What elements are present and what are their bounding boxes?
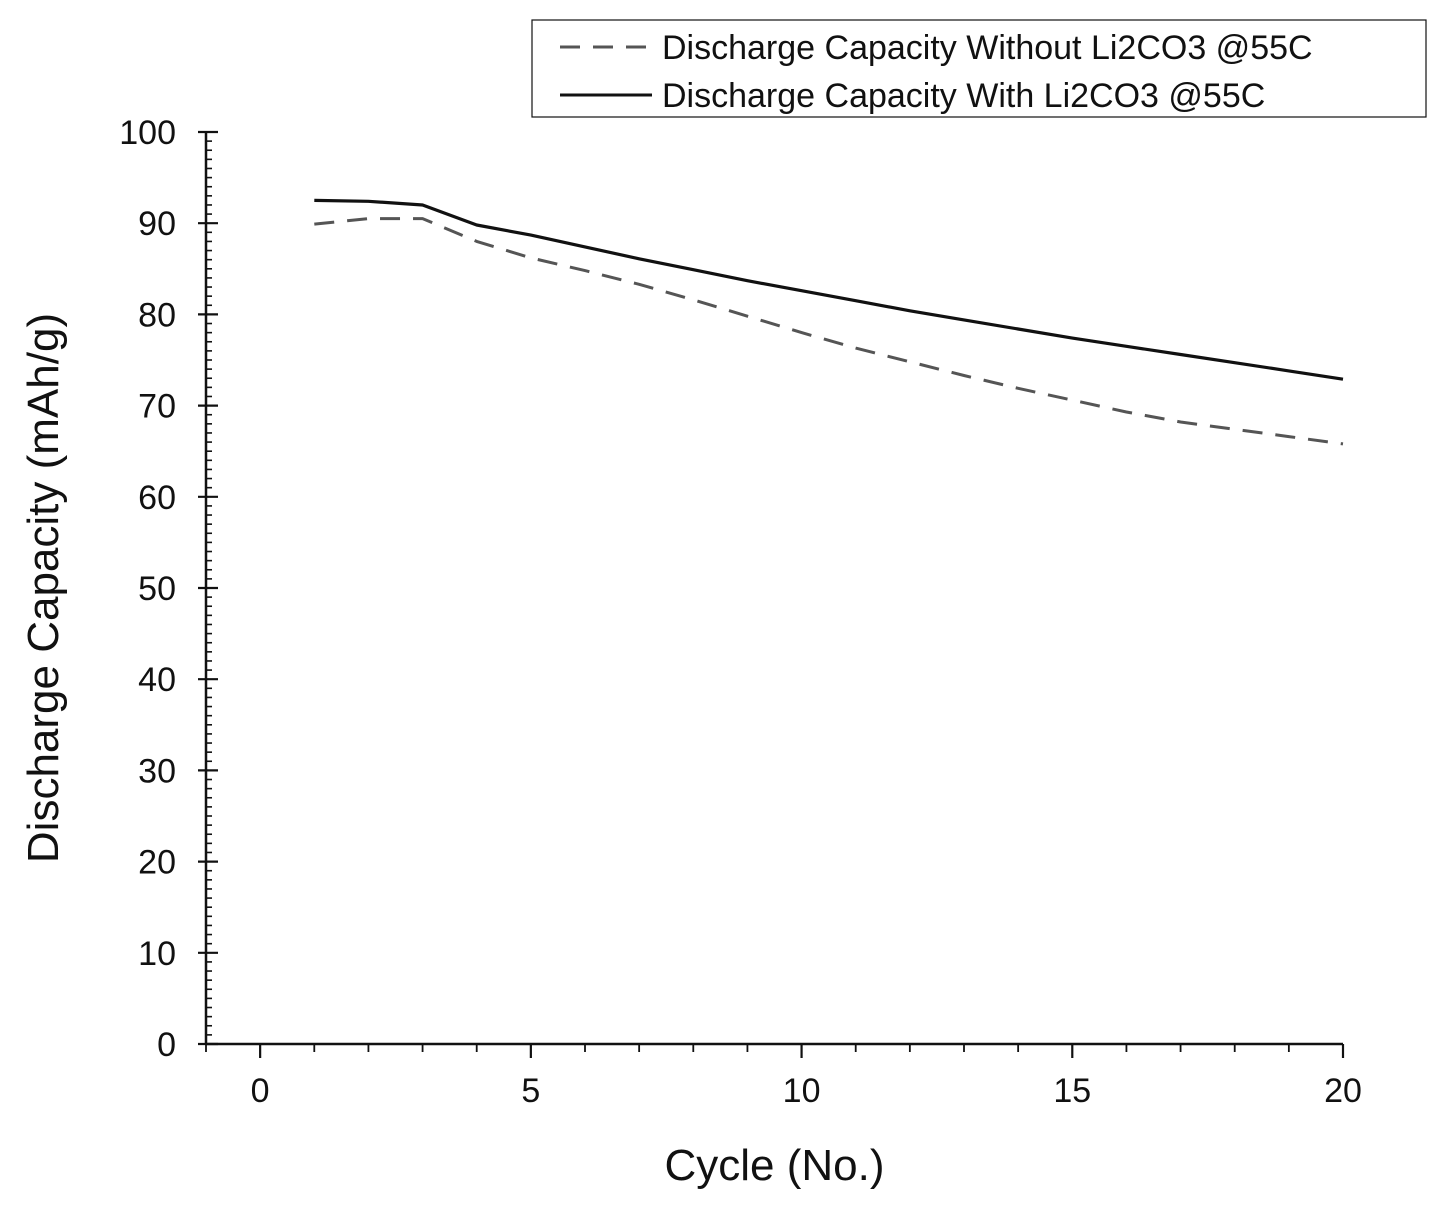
- y-tick-label: 30: [138, 752, 176, 790]
- x-tick-label: 10: [783, 1072, 821, 1110]
- y-tick-label: 10: [138, 935, 176, 973]
- series-line-with-li2co3: [314, 198, 1344, 381]
- y-tick-label: 70: [138, 388, 176, 426]
- y-tick-label: 50: [138, 570, 176, 608]
- y-tick-label: 100: [119, 114, 176, 152]
- y-tick-label: 40: [138, 661, 176, 699]
- x-tick-label: 5: [521, 1072, 540, 1110]
- series-line-without-li2co3: [314, 217, 1344, 446]
- y-tick-label: 90: [138, 205, 176, 243]
- legend-box: [531, 19, 1427, 118]
- y-tick-label: 0: [157, 1026, 176, 1064]
- x-axis-title: Cycle (No.): [664, 1141, 884, 1190]
- ticks-layer: 0 10 20 30 40 50 60 70 80 90 100 0 5 10 15 20: [119, 114, 1362, 1110]
- lines-layer: [314, 198, 1344, 446]
- y-tick-label: 60: [138, 479, 176, 517]
- x-tick-label: 0: [251, 1072, 270, 1110]
- y-axis-title: Discharge Capacity (mAh/g): [19, 313, 68, 863]
- y-tick-label: 20: [138, 844, 176, 882]
- legend-label-without-li2co3: Discharge Capacity Without Li2CO3 @55C: [662, 29, 1313, 67]
- x-tick-label: 20: [1324, 1072, 1362, 1110]
- legend: Discharge Capacity Without Li2CO3 @55C D…: [531, 19, 1427, 118]
- x-tick-label: 15: [1053, 1072, 1091, 1110]
- legend-label-with-li2co3: Discharge Capacity With Li2CO3 @55C: [662, 77, 1265, 115]
- axes-layer: [204, 132, 1343, 1046]
- y-tick-label: 80: [138, 296, 176, 334]
